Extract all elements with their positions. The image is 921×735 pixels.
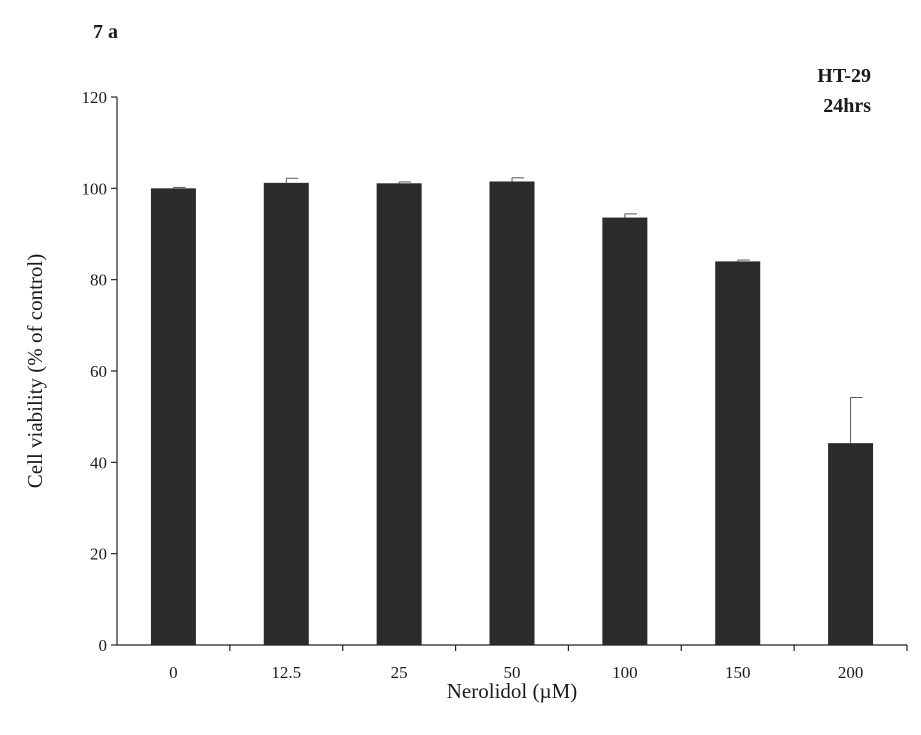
x-tick-label: 50 <box>504 663 521 682</box>
x-tick-label: 150 <box>725 663 751 682</box>
y-tick-label: 100 <box>82 179 108 198</box>
annotation-cell-line: HT-29 <box>817 65 871 87</box>
y-axis-title: Cell viability (% of control) <box>23 254 47 488</box>
y-tick-label: 20 <box>90 545 107 564</box>
y-tick-label: 60 <box>90 362 107 381</box>
bar <box>715 261 761 645</box>
bar <box>828 443 874 645</box>
x-axis-ticks: 0 12.5 25 50 100 150 200 <box>169 645 908 682</box>
bar <box>376 183 422 645</box>
x-tick-label: 0 <box>169 663 178 682</box>
bars <box>150 177 874 646</box>
y-tick-label: 0 <box>99 636 108 655</box>
x-tick-label: 25 <box>391 663 408 682</box>
y-tick-label: 120 <box>82 88 108 107</box>
bar <box>263 182 309 645</box>
bar <box>602 217 648 645</box>
y-tick-label: 80 <box>90 271 107 290</box>
bar <box>489 181 535 645</box>
panel-label: 7 a <box>93 21 118 43</box>
x-tick-label: 200 <box>838 663 864 682</box>
y-axis-ticks: 0 20 40 60 80 100 120 <box>82 88 117 655</box>
annotation-duration: 24hrs <box>823 95 871 117</box>
bar <box>150 188 196 646</box>
x-tick-label: 100 <box>612 663 638 682</box>
y-tick-label: 40 <box>90 453 107 472</box>
x-tick-label: 12.5 <box>271 663 301 682</box>
x-axis-title: Nerolidol (µM) <box>447 679 578 703</box>
